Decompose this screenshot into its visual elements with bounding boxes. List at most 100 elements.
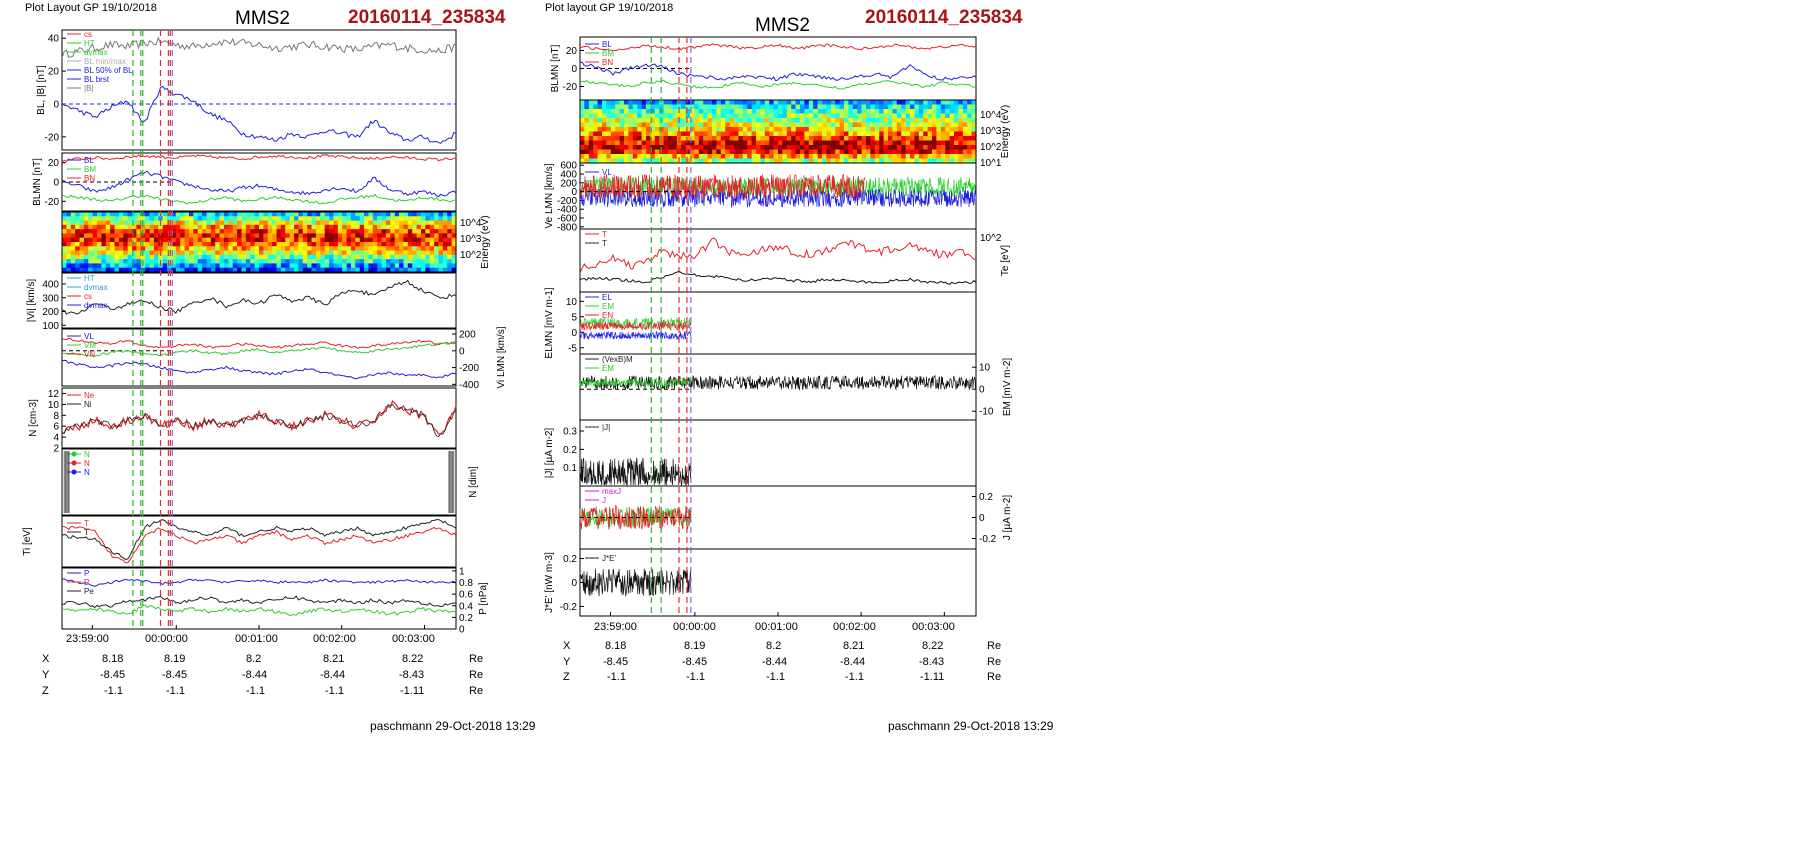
left-ephem-y-4: -8.43 [399, 669, 425, 681]
left-ephem-z-unit: Re [469, 685, 484, 697]
legend-R6-1: EM [602, 364, 614, 373]
ytick-label-R7-1: 0.2 [563, 445, 577, 456]
right-ephem-x-3: 8.21 [843, 640, 865, 652]
left-ephem-y-label: Y [42, 669, 50, 681]
R2-ytick-1: 10^2 [980, 142, 1002, 153]
legend-R1-2: BN [602, 58, 613, 67]
ytick-label-L4-0: 100 [42, 321, 59, 332]
ytick-label-R1-1: 0 [571, 64, 577, 75]
L4-series-Vi [61, 279, 457, 315]
ytick-label-R1-2: 20 [566, 46, 578, 57]
L3-ytick-0: 10^2 [460, 250, 482, 261]
ylabel-L6: N [cm-3] [28, 399, 39, 437]
panel-frame-L9 [61, 567, 457, 630]
panel-frame-L8 [61, 515, 457, 568]
legend-R6-0: (VexB)M [602, 355, 633, 364]
R4-ytick-0: 10^2 [980, 233, 1002, 244]
ytick-label-L9-4: 0.8 [459, 578, 473, 589]
ytick-label-R8-2: 0.2 [979, 492, 993, 503]
right-event-id: 20160114_235834 [865, 7, 1023, 28]
left-ephem-z-3: -1.1 [325, 685, 344, 697]
legend-L4-0: HT [84, 274, 95, 283]
R2-ytick-3: 10^4 [980, 110, 1002, 121]
left-ephem-x-1: 8.19 [164, 653, 186, 665]
ytick-label-L9-3: 0.6 [459, 590, 473, 601]
ytick-label-R7-0: 0.1 [563, 463, 577, 474]
right-ephem-z-unit: Re [987, 671, 1002, 683]
left-xtick-1: 00:00:00 [145, 633, 188, 645]
legend-L5-0: VL [84, 332, 94, 341]
ylabel-R6: EM [mV m-2] [1002, 358, 1013, 417]
legend-R4-0: T [602, 230, 607, 239]
L3-ytick-1: 10^3 [460, 234, 482, 245]
legend-L7-0: N [84, 450, 90, 459]
ytick-label-L6-5: 12 [48, 389, 60, 400]
L6-series-Ni [61, 403, 457, 438]
right-ephem-x-2: 8.2 [766, 640, 782, 652]
panel-frame-L5 [61, 328, 457, 387]
legend-L8-1: T [84, 528, 89, 537]
ytick-label-L5-2: 0 [459, 346, 465, 357]
ytick-label-L9-1: 0.2 [459, 613, 473, 624]
ytick-label-L6-4: 10 [48, 400, 60, 411]
right-xtick-1: 00:00:00 [673, 621, 716, 633]
right-ephem-y-0: -8.45 [603, 656, 629, 668]
L2-series-BN [61, 193, 457, 205]
right-ephem-y-label: Y [563, 656, 571, 668]
ylabel-L4: |Vi| [km/s] [26, 279, 37, 323]
right-xtick-0: 23:59:00 [594, 621, 637, 633]
ytick-label-R3-0: -800 [557, 222, 577, 233]
ytick-label-L6-1: 4 [53, 433, 59, 444]
ylabel-L8: Ti [eV] [22, 527, 33, 556]
legend-R8-0: maxJ [602, 487, 621, 496]
panel-frame-R9 [579, 548, 977, 617]
right-layout-label: Plot layout GP 19/10/2018 [545, 2, 674, 14]
legend-L1-2: dvmax [84, 48, 108, 57]
legend-R3-0: VL [602, 168, 612, 177]
left-xtick-3: 00:02:00 [313, 633, 356, 645]
L7-marker-0 [71, 451, 77, 457]
ytick-label-R5-0: -5 [568, 343, 577, 354]
R5-series-EM [579, 316, 692, 330]
right-title: MMS2 [755, 15, 810, 36]
legend-R1-1: BM [602, 49, 614, 58]
L7-marker-2 [71, 469, 77, 475]
ylabel-L2: BLMN [nT] [32, 158, 43, 206]
ytick-label-R7-2: 0.3 [563, 427, 577, 438]
legend-L7-1: N [84, 459, 90, 468]
left-ephem-z-0: -1.1 [104, 685, 123, 697]
ytick-label-L5-0: -400 [459, 380, 479, 391]
legend-L6-1: Ni [84, 400, 92, 409]
legend-L9-2: Pe [84, 587, 94, 596]
spectrogram-L3 [62, 212, 457, 273]
ylabel-R2: Energy (eV) [1000, 105, 1011, 158]
R5-series-EL [579, 330, 692, 340]
left-ephem-z-1: -1.1 [166, 685, 185, 697]
ytick-label-L6-0: 2 [53, 444, 59, 455]
L5-series-VN [61, 359, 457, 380]
L1-series-BL [61, 85, 457, 145]
ytick-label-R8-1: 0 [979, 513, 985, 524]
legend-R8-1: J [602, 496, 606, 505]
left-ephem-z-2: -1.1 [246, 685, 265, 697]
ytick-label-L4-2: 300 [42, 293, 59, 304]
right-ephem-z-1: -1.1 [686, 671, 705, 683]
ytick-label-R6-1: 0 [979, 385, 985, 396]
right-xtick-3: 00:02:00 [833, 621, 876, 633]
right-xtick-2: 00:01:00 [755, 621, 798, 633]
L9-series-Pb [61, 578, 457, 587]
legend-L5-1: VM [84, 341, 96, 350]
legend-L4-2: cs [84, 292, 92, 301]
L5-series-VM [61, 341, 456, 357]
right-ephem-y-3: -8.44 [840, 656, 866, 668]
L9-series-P [61, 595, 457, 609]
ytick-label-R9-0: -0.2 [560, 602, 578, 613]
ytick-label-R5-1: 0 [571, 328, 577, 339]
ytick-label-R6-2: 10 [979, 363, 991, 374]
R6-series-VexB [579, 374, 977, 391]
ytick-label-L6-3: 8 [53, 411, 59, 422]
legend-R4-1: T [602, 239, 607, 248]
ytick-label-R3-6: 400 [560, 170, 577, 181]
left-ephem-y-1: -8.45 [162, 669, 188, 681]
